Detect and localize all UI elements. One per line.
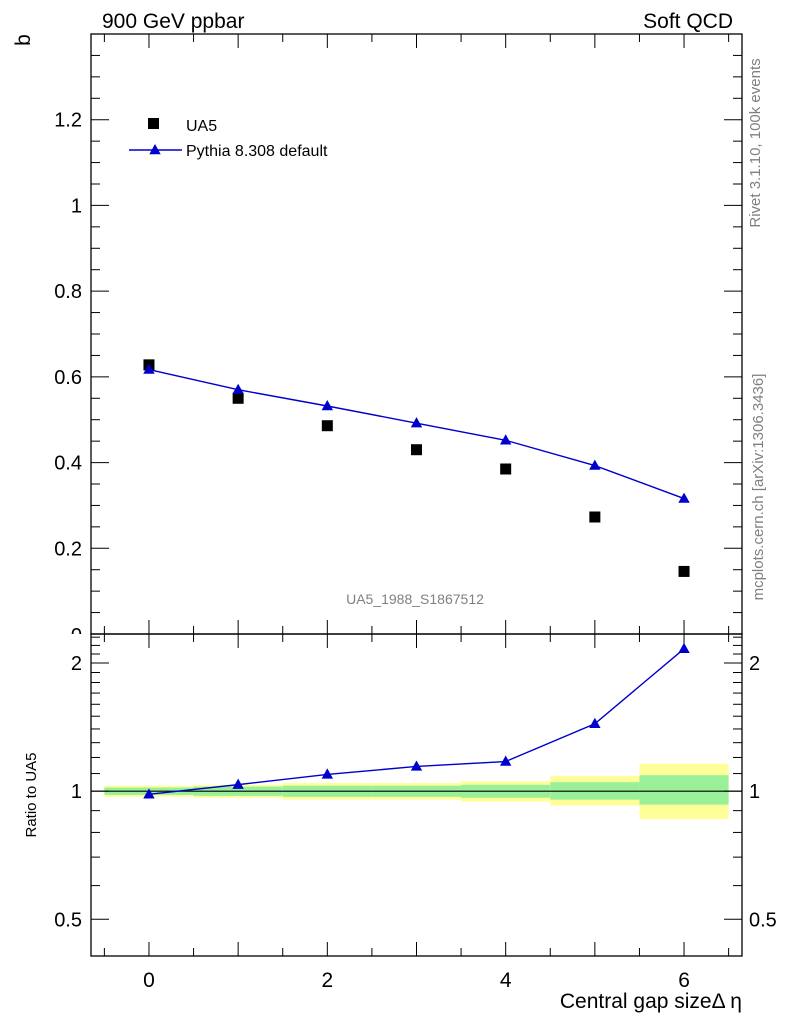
x-tick-label: 6 [678,969,690,992]
main-panel-series [143,359,690,577]
legend-ua5-label: UA5 [186,118,217,135]
ratio-pythia-marker [410,760,423,771]
ua5-marker [589,511,601,523]
ratio-y-axis-title: Ratio to UA5 [23,752,40,837]
ratio-pythia-line [148,648,685,796]
watermark-analysis-id: UA5_1988_S1867512 [346,591,484,607]
pythia-marker [321,400,334,411]
ua5-marker [500,463,512,475]
ratio-pythia-marker [143,788,155,799]
main-y-zero-label: 0 [71,625,82,647]
ratio-pythia-marker [678,642,690,653]
pythia-marker [410,417,423,428]
pythia-marker [678,492,690,503]
ua5-marker [678,565,690,577]
legend-pythia-marker [149,144,161,155]
ratio-y-tick-label-right: 0.5 [749,909,777,931]
ua5-marker [321,420,333,432]
main-y-tick-label: 1.2 [54,110,82,132]
legend-ua5-marker [148,118,159,129]
ratio-y-tick-label-left: 2 [71,653,82,675]
pythia-line [148,368,685,500]
ratio-pythia-marker [232,778,244,789]
pythia-marker [232,383,244,394]
ratio-inner-band-6 [639,775,729,805]
ratio-y-tick-label-right: 2 [749,653,760,675]
header-right-title: Soft QCD [643,10,733,33]
x-tick-label: 0 [143,969,155,992]
mcplots-reference-label: mcplots.cern.ch [arXiv:1306.3436] [750,374,767,601]
header-left-title: 900 GeV ppbar [102,10,244,33]
main-y-axis-title: b [12,34,35,46]
ratio-panel-series [143,642,690,799]
ratio-panel-axes: 0 2 4 6 0.5 0.5 1 1 2 2 [54,633,777,992]
pythia-marker [143,363,155,374]
legend: UA5 Pythia 8.308 default [129,118,328,160]
ratio-y-tick-label-left: 1 [71,781,82,803]
main-y-tick-label: 0.4 [54,453,82,475]
pythia-marker [589,459,601,470]
main-y-tick-label: 0.8 [54,281,82,303]
ratio-pythia-marker [321,768,334,779]
pythia-marker [499,434,512,445]
rivet-version-label: Rivet 3.1.10, 100k events [747,58,764,227]
main-y-tick-label: 0.6 [54,367,82,389]
x-tick-label: 4 [500,969,512,992]
main-y-tick-label: 1 [71,195,82,217]
x-axis-title: Central gap sizeΔ η [560,990,742,1013]
ratio-y-tick-label-right: 1 [749,781,760,803]
ua5-marker [232,392,244,404]
legend-pythia-label: Pythia 8.308 default [186,143,328,160]
ua5-marker [411,444,422,456]
ratio-y-tick-label-left: 0.5 [54,909,82,931]
main-y-tick-label: 0.2 [54,538,82,560]
ratio-pythia-marker [499,755,512,766]
x-tick-label: 2 [321,969,333,992]
ratio-pythia-marker [589,717,601,728]
